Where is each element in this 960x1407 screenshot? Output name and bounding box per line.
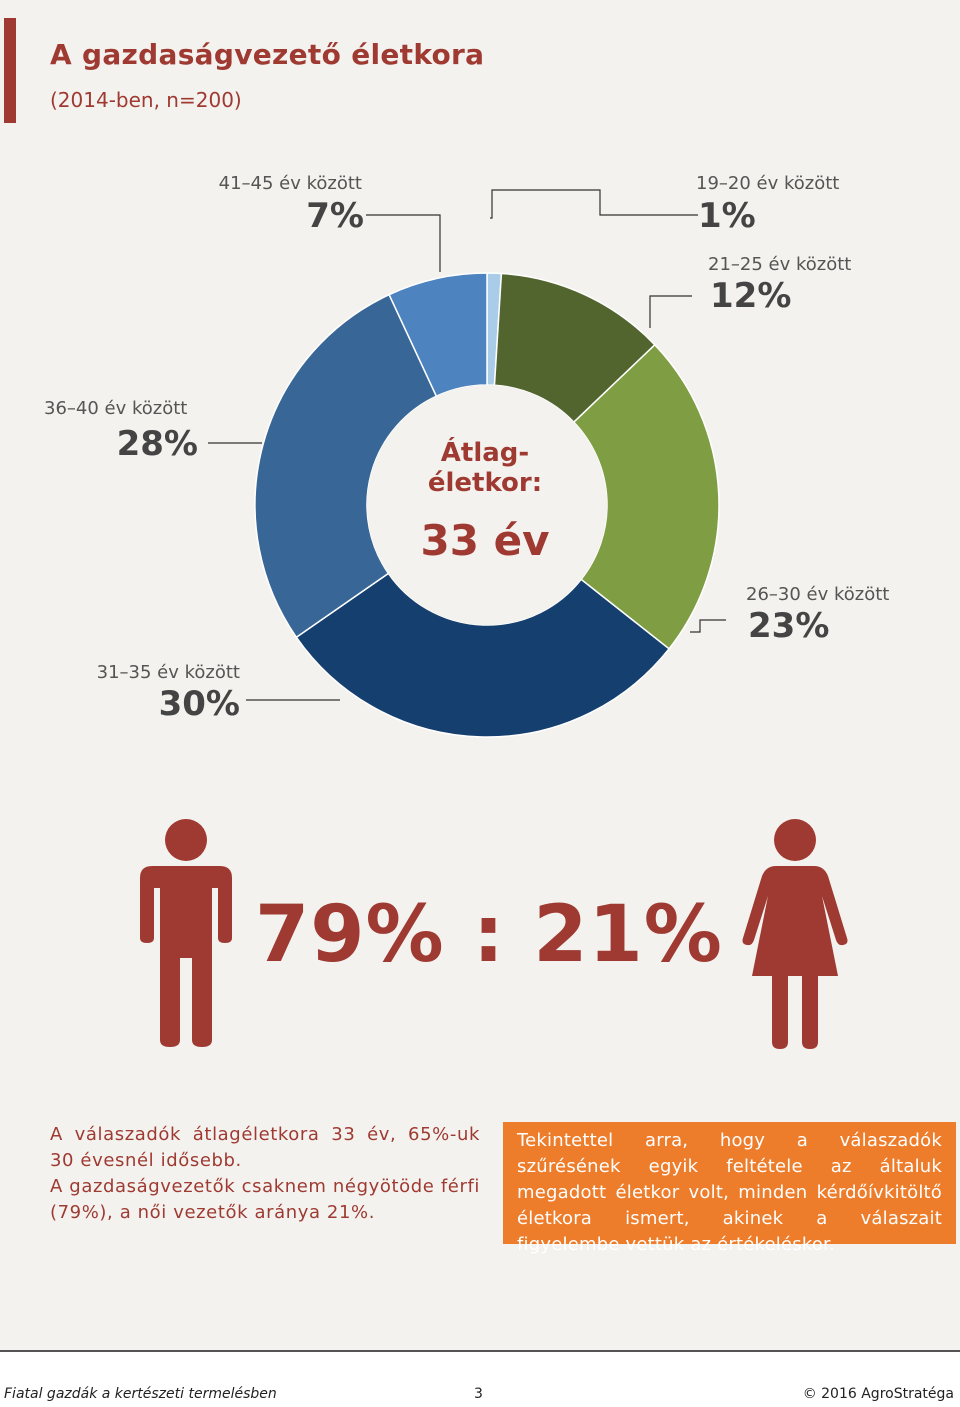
leader-line-21-25 [649,295,692,328]
male-figure-icon [140,819,232,1047]
description-paragraph-2: A gazdaságvezetők csaknem négyötöde férf… [50,1176,480,1223]
value-21-25: 12% [710,276,792,316]
description-paragraph-1: A válaszadók átlagéletkora 33 év, 65%-uk… [50,1124,480,1171]
footer-page-number: 3 [474,1386,483,1402]
age-donut-chart [208,189,726,738]
title-accent-bar [4,18,16,123]
page-title: A gazdaságvezető életkora [50,38,485,71]
donut-center: Átlag- életkor: 33 év [380,438,590,565]
average-age-label: Átlag- életkor: [427,438,543,498]
donut-slices [254,272,720,738]
footer-copyright: © 2016 AgroStratéga [802,1386,954,1402]
note-box: Tekintettel arra, hogy a válaszadók szűr… [503,1122,956,1255]
average-age-value: 33 év [420,516,550,565]
leader-line-26-30 [690,619,726,633]
footer-publication-title: Fiatal gazdák a kertészeti termelésben [4,1386,277,1402]
label-31-35: 31–35 év között [96,662,240,683]
donut-hole [367,385,607,625]
leader-lines [208,189,726,701]
label-26-30: 26–30 év között [746,584,890,605]
label-21-25: 21–25 év között [708,254,852,275]
female-figure-icon [742,819,848,1049]
value-41-45: 7% [306,196,364,236]
footer-rule [0,1350,960,1352]
value-31-35: 30% [158,684,240,724]
label-36-40: 36–40 év között [44,398,188,419]
label-41-45: 41–45 év között [218,173,362,194]
leader-line-41-45 [366,214,441,272]
label-19-20: 19–20 év között [696,173,840,194]
gender-ratio: 79% : 21% [255,890,723,980]
value-26-30: 23% [748,606,830,646]
page-subtitle: (2014-ben, n=200) [50,88,242,112]
description-text: A válaszadók átlagéletkora 33 év, 65%-uk… [50,1122,480,1226]
leader-line-19-20 [490,189,698,219]
value-19-20: 1% [698,196,756,236]
value-36-40: 28% [116,424,198,464]
